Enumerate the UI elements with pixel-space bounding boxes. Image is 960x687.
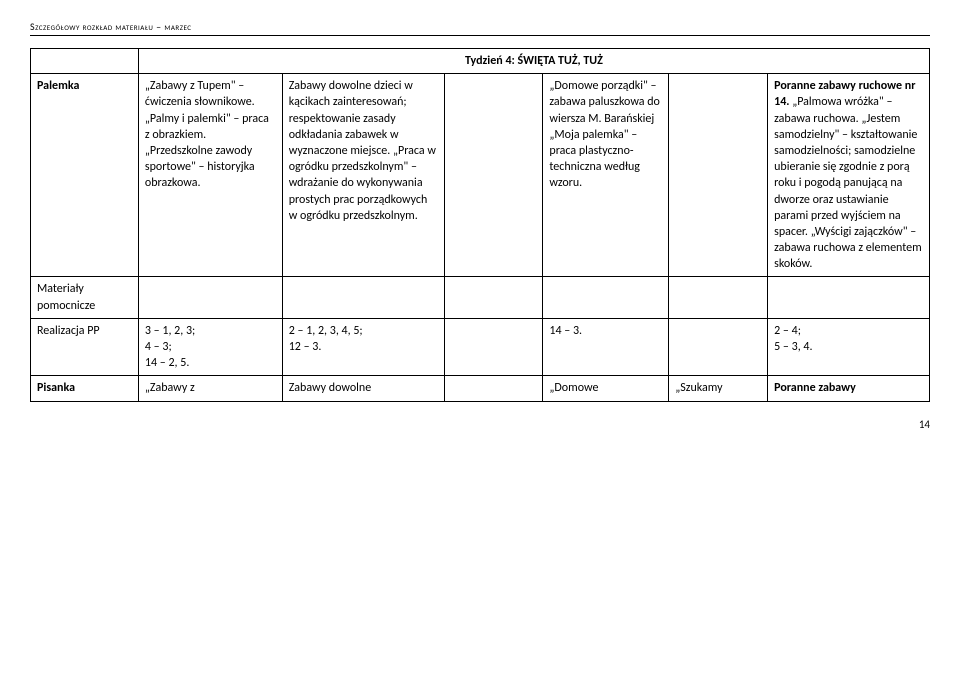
cell: Poranne zabawy [768, 376, 930, 401]
cell [444, 277, 543, 318]
cell: „Zabawy z Tupem" – ćwiczenia słownikowe.… [138, 74, 282, 277]
content-row-palemka: Palemka „Zabawy z Tupem" – ćwiczenia sło… [31, 74, 930, 277]
cell [444, 318, 543, 376]
cell: Zabawy dowolne [282, 376, 444, 401]
cell [669, 74, 768, 277]
label-cell: Realizacja PP [31, 318, 139, 376]
cell: „Szukamy [669, 376, 768, 401]
cell: „Domowe porządki" – zabawa paluszkowa do… [543, 74, 669, 277]
cell: 3 – 1, 2, 3; 4 – 3; 14 – 2, 5. [138, 318, 282, 376]
cell: 2 – 4; 5 – 3, 4. [768, 318, 930, 376]
week-title: Tydzień 4: ŚWIĘTA TUŻ, TUŻ [138, 49, 929, 74]
cell: 2 – 1, 2, 3, 4, 5; 12 – 3. [282, 318, 444, 376]
row-materialy: Materiały pomocnicze [31, 277, 930, 318]
cell [543, 277, 669, 318]
cell [444, 376, 543, 401]
topic-cell: Pisanka [31, 376, 139, 401]
cell [669, 277, 768, 318]
cell: Zabawy dowolne dzieci w kącikach zainter… [282, 74, 444, 277]
label-cell: Materiały pomocnicze [31, 277, 139, 318]
week-header-spacer [31, 49, 139, 74]
bold-line: Poranne zabawy ruchowe nr 14. [774, 79, 915, 109]
row-pisanka: Pisanka „Zabawy z Zabawy dowolne „Domowe… [31, 376, 930, 401]
cell [768, 277, 930, 318]
cell: Poranne zabawy ruchowe nr 14. „Palmowa w… [768, 74, 930, 277]
cell: „Domowe [543, 376, 669, 401]
schedule-table: Tydzień 4: ŚWIĘTA TUŻ, TUŻ Palemka „Zaba… [30, 48, 930, 402]
row-realizacja: Realizacja PP 3 – 1, 2, 3; 4 – 3; 14 – 2… [31, 318, 930, 376]
page-number: 14 [0, 412, 960, 431]
cell: 14 – 3. [543, 318, 669, 376]
topic-cell: Palemka [31, 74, 139, 277]
cell: „Zabawy z [138, 376, 282, 401]
cell [282, 277, 444, 318]
cell [444, 74, 543, 277]
cell [669, 318, 768, 376]
cell [138, 277, 282, 318]
page-header: Szczegółowy rozkład materiału – marzec [30, 20, 930, 36]
week-header-row: Tydzień 4: ŚWIĘTA TUŻ, TUŻ [31, 49, 930, 74]
